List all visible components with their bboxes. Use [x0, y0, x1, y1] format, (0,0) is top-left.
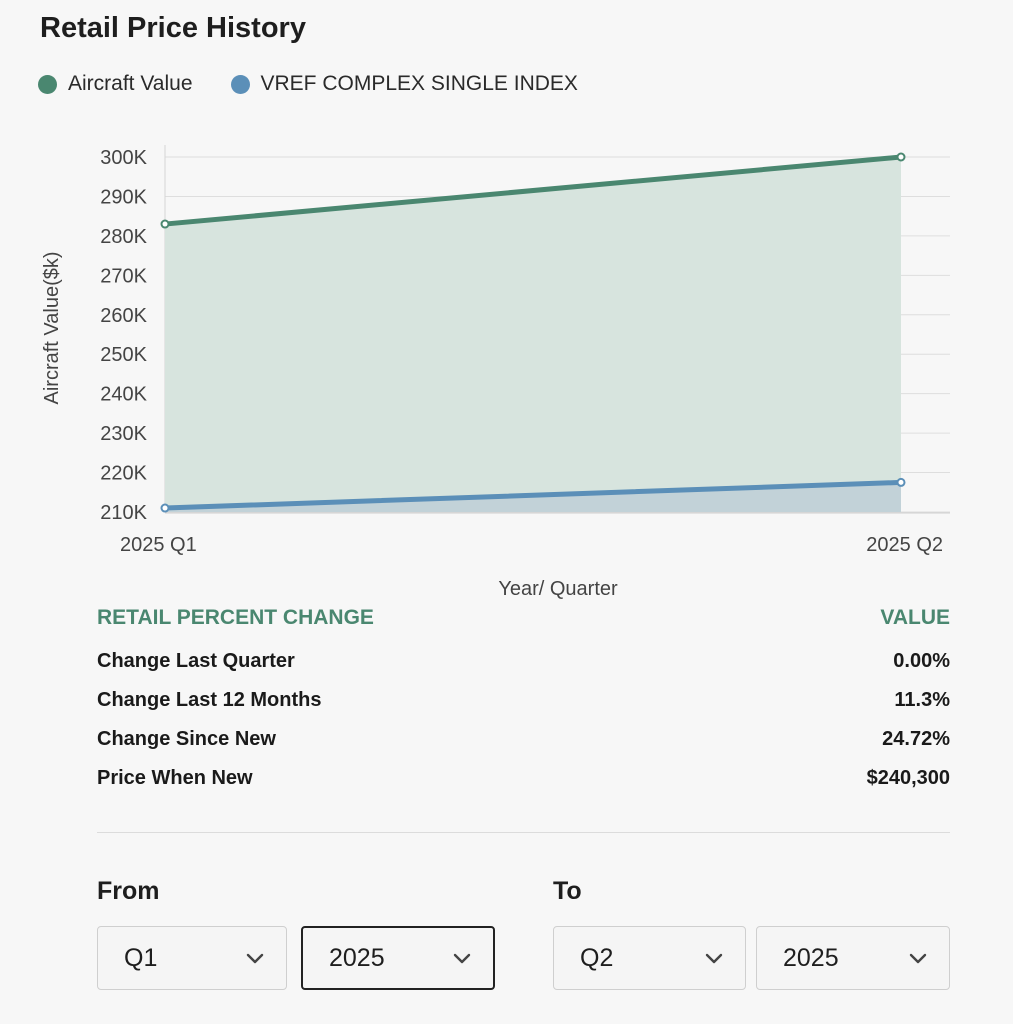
from-year-select[interactable]: 2025	[301, 926, 495, 990]
chevron-down-icon	[453, 953, 471, 963]
chevron-down-icon	[909, 953, 927, 963]
series-line-0	[162, 154, 904, 227]
select-value: Q2	[580, 943, 614, 972]
table-row: Price When New $240,300	[97, 759, 950, 798]
y-tick-label: 270K	[100, 265, 147, 287]
y-axis-title: Aircraft Value($k)	[41, 251, 63, 404]
y-tick-label: 210K	[100, 502, 147, 524]
from-quarter-select[interactable]: Q1	[97, 926, 287, 990]
legend-dot-icon	[230, 74, 250, 94]
x-tick-label: 2025 Q1	[120, 534, 197, 556]
legend-dot-icon	[38, 74, 57, 94]
y-tick-label: 290K	[100, 186, 147, 208]
row-label: Change Last Quarter	[97, 650, 295, 672]
row-value: 0.00%	[893, 650, 950, 672]
legend-item-vref-index[interactable]: VREF COMPLEX SINGLE INDEX	[230, 72, 578, 96]
select-value: 2025	[783, 943, 839, 972]
series-line-1	[162, 479, 904, 511]
chevron-down-icon	[705, 953, 723, 963]
y-tick-label: 220K	[100, 463, 147, 485]
row-label: Price When New	[97, 767, 253, 789]
row-label: Change Since New	[97, 728, 276, 750]
y-tick-label: 250K	[100, 344, 147, 366]
y-tick-label: 230K	[100, 423, 147, 445]
row-value: 24.72%	[882, 728, 950, 750]
price-history-chart: 210K 220K 230K 240K 250K 260K 270K 280K 290K 300K…	[41, 145, 950, 600]
table-header: RETAIL PERCENT CHANGE VALUE	[97, 604, 950, 632]
row-value: $240,300	[866, 767, 950, 789]
table-row: Change Last 12 Months 11.3%	[97, 681, 950, 720]
data-point	[160, 503, 170, 513]
area-series-0	[165, 157, 901, 512]
legend-item-aircraft-value[interactable]: Aircraft Value	[38, 72, 193, 96]
data-point	[896, 152, 906, 162]
y-tick-label: 260K	[100, 305, 147, 327]
page-title: Retail Price History	[40, 12, 306, 44]
table-row: Change Last Quarter 0.00%	[97, 642, 950, 681]
chart-legend: Aircraft Value VREF COMPLEX SINGLE INDEX	[38, 72, 616, 96]
to-year-select[interactable]: 2025	[756, 926, 950, 990]
data-point	[896, 477, 906, 487]
data-point	[160, 219, 170, 229]
x-tick-label: 2025 Q2	[866, 534, 943, 556]
table-header-value: VALUE	[880, 606, 950, 629]
from-label: From	[97, 877, 160, 905]
y-tick-label: 280K	[100, 226, 147, 248]
retail-percent-change-table: RETAIL PERCENT CHANGE VALUE Change Last …	[97, 604, 950, 798]
legend-label: Aircraft Value	[68, 72, 193, 95]
table-header-label: RETAIL PERCENT CHANGE	[97, 606, 374, 629]
x-axis-title: Year/ Quarter	[498, 578, 618, 600]
select-value: 2025	[329, 943, 385, 972]
table-row: Change Since New 24.72%	[97, 720, 950, 759]
y-tick-label: 300K	[100, 147, 147, 169]
legend-label: VREF COMPLEX SINGLE INDEX	[260, 72, 578, 95]
to-quarter-select[interactable]: Q2	[553, 926, 746, 990]
row-label: Change Last 12 Months	[97, 689, 322, 711]
select-value: Q1	[124, 943, 158, 972]
y-tick-label: 240K	[100, 384, 147, 406]
row-value: 11.3%	[894, 689, 950, 711]
chevron-down-icon	[246, 953, 264, 963]
to-label: To	[553, 877, 582, 905]
divider	[97, 832, 950, 833]
